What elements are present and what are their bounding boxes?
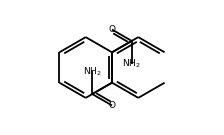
Text: NH$_2$: NH$_2$: [122, 58, 141, 70]
Text: O: O: [108, 25, 116, 34]
Text: O: O: [108, 101, 116, 110]
Text: NH$_2$: NH$_2$: [83, 65, 102, 77]
